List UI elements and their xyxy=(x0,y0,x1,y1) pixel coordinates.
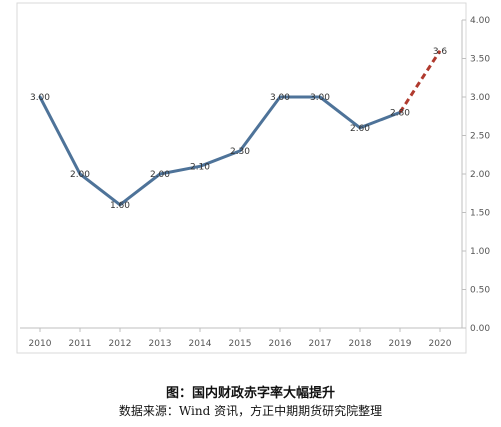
x-tick-label: 2010 xyxy=(29,339,52,349)
chart-border xyxy=(16,2,467,354)
data-label: 2.60 xyxy=(350,124,370,134)
y-tick-label: 2.50 xyxy=(470,132,490,142)
data-label: 3.00 xyxy=(30,93,50,103)
series-line-projected xyxy=(398,49,442,114)
data-label: 2.00 xyxy=(150,170,170,180)
data-label: 2.80 xyxy=(390,108,410,118)
y-tick-label: 0.00 xyxy=(470,324,490,334)
x-tick-label: 2017 xyxy=(309,339,332,349)
x-tick-label: 2012 xyxy=(109,339,132,349)
x-tick-label: 2016 xyxy=(269,339,292,349)
chart-container: 2010 2011 2012 2013 2014 2015 2016 2017 2018 2019… xyxy=(16,2,490,354)
data-label: 1.60 xyxy=(110,201,130,211)
y-tick-label: 2.00 xyxy=(470,170,490,180)
x-tick-label: 2013 xyxy=(149,339,172,349)
series-line-actual xyxy=(38,95,402,207)
y-axis-ticks: 0.00 0.50 1.00 1.50 2.00 2.50 3.00 3.50 4.00 xyxy=(462,16,490,334)
y-tick-label: 4.00 xyxy=(470,16,490,26)
y-tick-label: 1.50 xyxy=(470,209,490,219)
y-tick-label: 1.00 xyxy=(470,247,490,257)
x-tick-label: 2019 xyxy=(389,339,412,349)
line-chart: 2010 2011 2012 2013 2014 2015 2016 2017 2018 2019… xyxy=(16,2,490,354)
data-label: 3.6 xyxy=(433,47,448,57)
x-tick-label: 2011 xyxy=(69,339,92,349)
figure-caption-source: 数据来源：Wind 资讯，方正中期期货研究院整理 xyxy=(118,404,383,418)
y-tick-label: 3.00 xyxy=(470,93,490,103)
series-lines xyxy=(38,49,442,207)
data-label: 3.00 xyxy=(310,93,330,103)
y-tick-label: 3.50 xyxy=(470,55,490,65)
x-tick-label: 2015 xyxy=(229,339,252,349)
y-tick-label: 0.50 xyxy=(470,286,490,296)
x-axis-ticks: 2010 2011 2012 2013 2014 2015 2016 2017 2018 2019… xyxy=(29,328,452,349)
x-tick-label: 2018 xyxy=(349,339,372,349)
data-label: 2.30 xyxy=(230,147,250,157)
x-tick-label: 2014 xyxy=(189,339,212,349)
data-label: 2.00 xyxy=(70,170,90,180)
data-label: 3.00 xyxy=(270,93,290,103)
figure-caption-title: 图：国内财政赤字率大幅提升 xyxy=(165,386,335,401)
data-label: 2.10 xyxy=(190,162,210,172)
data-labels: 3.00 2.00 1.60 2.00 2.10 2.30 3.00 3.00 2.60 2.80… xyxy=(30,47,447,211)
x-tick-label: 2020 xyxy=(429,339,452,349)
